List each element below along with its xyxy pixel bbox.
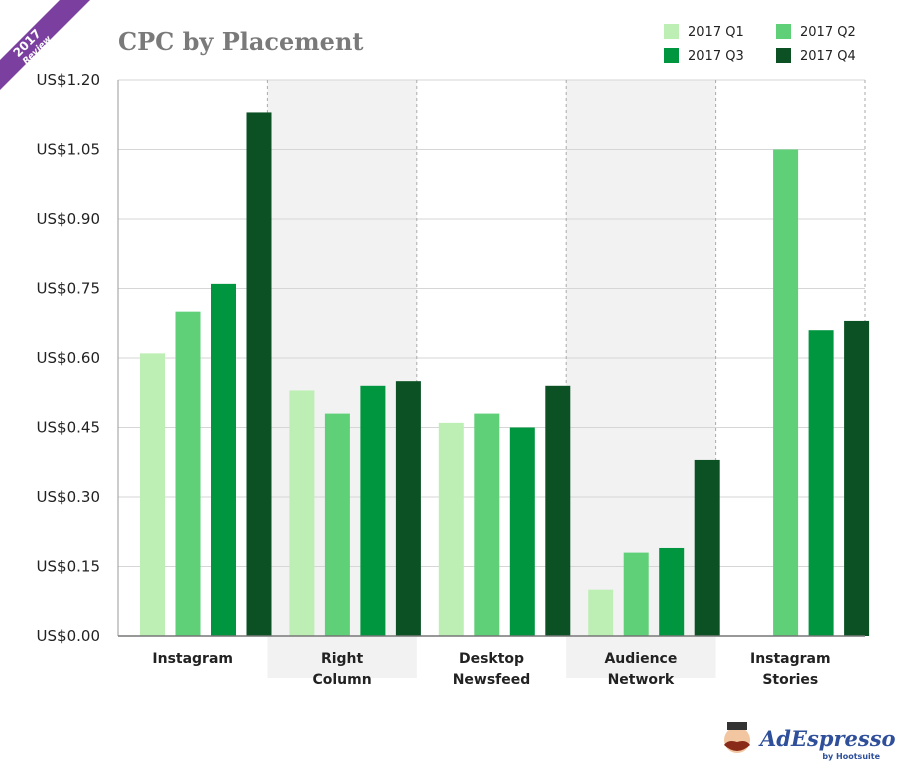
mascot-hat-icon [727,722,747,730]
mascot-mustache-icon [724,741,750,751]
axes: US$0.00 US$0.15 US$0.30 US$0.45 US$0.60 US$0.… [37,71,865,645]
y-tick-label: US$0.15 [37,558,100,576]
bar-2017-q4 [395,381,421,636]
bar-2017-q2 [623,552,649,636]
y-tick-label: US$0.90 [37,210,100,228]
y-tick-label: US$1.05 [37,141,100,159]
y-tick-label: US$0.60 [37,349,100,367]
bar-2017-q4 [694,459,720,636]
bar-2017-q3 [211,283,236,636]
x-category-label: Instagram [152,651,233,667]
legend-swatch [776,48,791,63]
badge-cutout [0,0,60,60]
bar-2017-q1 [289,390,315,636]
logo-sub: by Hootsuite [822,752,880,761]
bars [140,112,870,636]
y-tick-label: US$0.75 [37,280,100,298]
x-category-label: Desktop [459,651,524,667]
legend-label: 2017 Q4 [800,49,856,64]
bar-2017-q1 [588,589,614,636]
y-tick-label: US$0.30 [37,488,100,506]
y-tick-label: US$1.20 [37,71,100,89]
bar-2017-q2 [773,149,799,636]
bar-2017-q1 [438,422,464,636]
x-category-label: Column [312,672,371,688]
x-category-label: Network [608,672,675,688]
bar-2017-q3 [360,385,386,636]
legend: 2017 Q1 2017 Q2 2017 Q3 2017 Q4 [664,24,856,64]
x-category-label: Newsfeed [453,672,531,688]
legend-swatch [664,24,679,39]
bar-2017-q4 [545,385,571,636]
bar-2017-q3 [659,547,685,636]
adespresso-logo: AdEspresso by Hootsuite [724,722,896,761]
bar-2017-q4 [246,112,272,636]
legend-label: 2017 Q3 [688,49,744,64]
x-category-label: Audience [604,651,677,667]
bar-2017-q3 [808,330,834,636]
bar-2017-q3 [509,427,535,636]
bar-2017-q4 [844,320,870,636]
bar-2017-q2 [175,311,201,636]
category-labels: Instagram Right Column Desktop Newsfeed Audie… [152,651,830,688]
legend-label: 2017 Q2 [800,25,856,40]
y-tick-label: US$0.00 [37,627,100,645]
x-category-label: Stories [762,672,818,688]
year-badge: 2017 Review [0,0,90,90]
bar-2017-q1 [140,353,165,636]
legend-label: 2017 Q1 [688,25,744,40]
legend-swatch [776,24,791,39]
legend-swatch [664,48,679,63]
y-tick-label: US$0.45 [37,419,100,437]
x-category-label: Instagram [750,651,831,667]
bar-2017-q2 [474,413,500,636]
logo-brand: AdEspresso [758,726,896,751]
bar-2017-q2 [324,413,350,636]
x-category-label: Right [321,651,364,667]
chart-title: CPC by Placement [118,27,363,56]
